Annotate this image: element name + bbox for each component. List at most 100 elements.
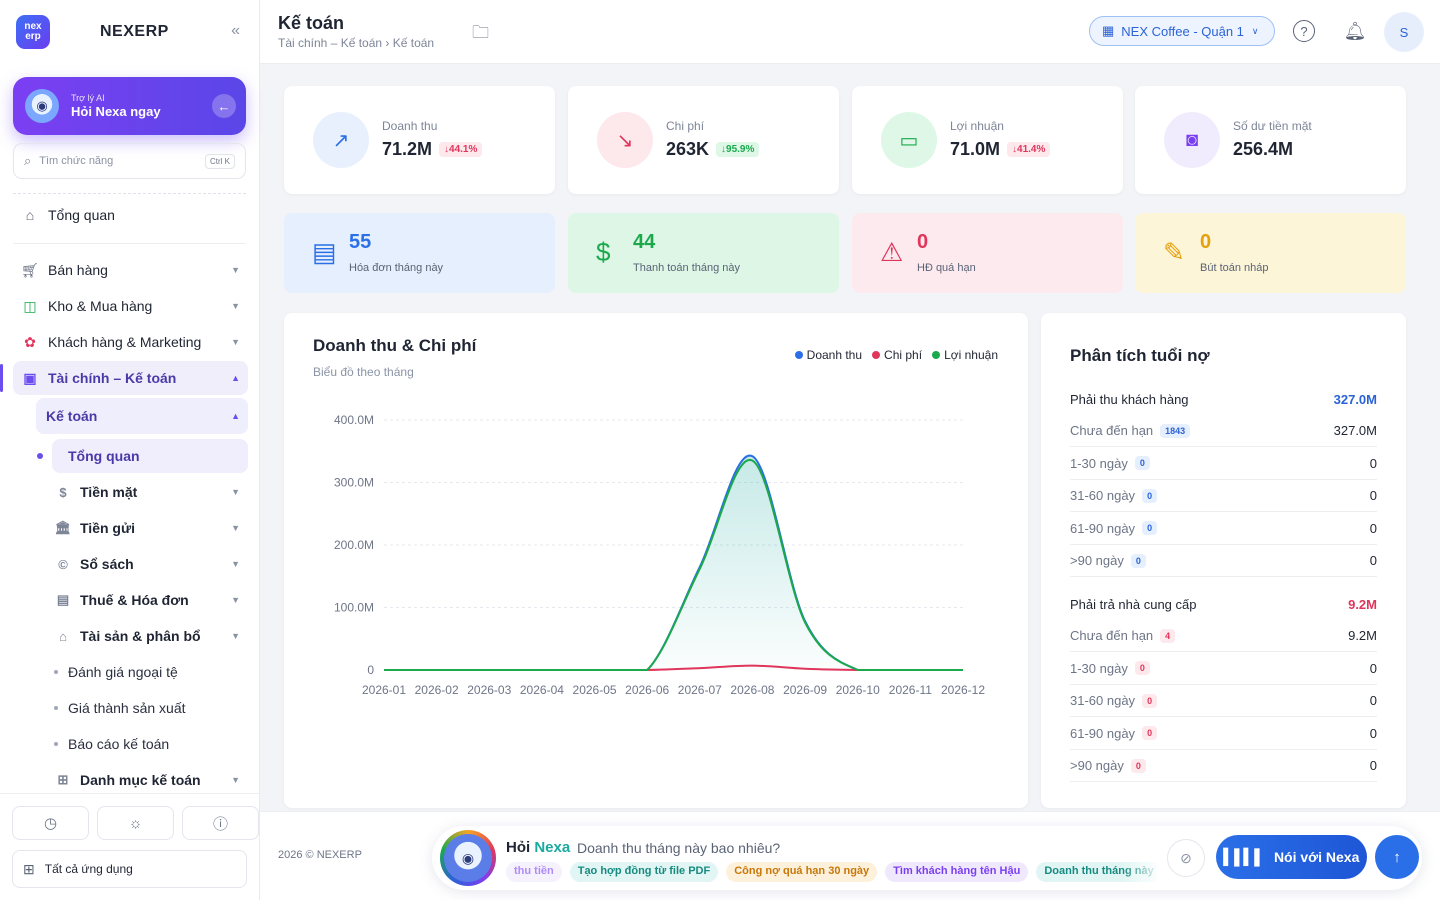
bullet-icon (54, 742, 58, 746)
aging-row-label: 31-60 ngày (1070, 693, 1136, 708)
x-tick-label: 2026-11 (889, 683, 932, 697)
aging-row-label: Phải trả nhà cung cấp (1070, 596, 1197, 612)
active-indicator (0, 364, 3, 392)
aging-count-badge: 0 (1142, 726, 1158, 740)
theme-button[interactable]: ☼ (97, 806, 174, 840)
nexa-avatar[interactable]: ◉ (440, 830, 496, 886)
feature-search[interactable]: ⌕ Ctrl K (13, 143, 246, 179)
chart-title: Doanh thu & Chi phí (313, 336, 477, 355)
tile-payments[interactable]: $ 44 Thanh toán tháng này (568, 213, 839, 293)
sidebar-item-overview[interactable]: ⌂ Tổng quan (13, 198, 248, 232)
tile-caption: Hóa đơn tháng này (349, 262, 444, 274)
ask-question[interactable]: Doanh thu tháng này bao nhiêu? (577, 840, 781, 856)
collapse-sidebar-icon[interactable]: « (231, 22, 240, 39)
aging-row: Chưa đến hạn 1843 327.0M (1070, 415, 1377, 447)
folder-icon[interactable]: 🗀 (472, 23, 489, 42)
ai-assistant-card[interactable]: ◉ Trợ lý AI Hỏi Nexa ngay ← (13, 77, 246, 135)
brand[interactable]: nex erp NEXERP « (16, 15, 248, 49)
breadcrumb[interactable]: Tài chính – Kế toán › Kế toán (278, 36, 435, 50)
legend-item[interactable]: Lợi nhuận (932, 348, 998, 362)
user-avatar[interactable]: S (1384, 12, 1424, 52)
attach-button[interactable]: ⊘ (1167, 839, 1205, 877)
sidebar-item-assets[interactable]: ⌂ Tài sản & phân bổ ▼ (50, 619, 248, 653)
sidebar-item-accounting[interactable]: Kế toán ▲ (36, 398, 248, 434)
sidebar-item-books[interactable]: © Sổ sách ▼ (50, 547, 248, 581)
sidebar-item-warehouse[interactable]: ◫ Kho & Mua hàng ▼ (13, 289, 248, 323)
search-input[interactable] (39, 155, 180, 167)
suggestion-chip[interactable]: Tìm khách hàng tên Hậu (885, 862, 1029, 882)
sidebar-item-accounting-overview[interactable]: Tổng quan (52, 439, 248, 473)
top-header: Kế toán Tài chính – Kế toán › Kế toán 🗀 … (260, 0, 1440, 64)
sidebar-item-label: Kho & Mua hàng (48, 298, 153, 314)
aging-row-label: 61-90 ngày (1070, 725, 1136, 741)
all-apps-button[interactable]: ⊞ Tất cả ứng dụng (12, 850, 247, 888)
suggestion-chip[interactable]: Tạo hợp đồng từ file PDF (569, 862, 719, 882)
legend-dot (794, 351, 803, 359)
aging-row-label: 1-30 ngày (1070, 455, 1128, 471)
tile-overdue[interactable]: ⚠ 0 HĐ quá hạn (852, 213, 1123, 293)
stat-card-cash[interactable]: ◙ Số dư tiền mặt 256.4M (1135, 86, 1406, 194)
y-tick-label: 200.0M (334, 538, 374, 552)
talk-label: Nói với Nexa (1273, 849, 1360, 865)
sidebar-item-finance[interactable]: ▣ Tài chính – Kế toán ▲ (13, 361, 248, 395)
aging-row-label: 1-30 ngày (1070, 660, 1128, 676)
sidebar-item-label: Báo cáo kế toán (68, 736, 170, 752)
x-tick-label: 2026-01 (362, 683, 406, 697)
aging-row-label: >90 ngày (1070, 758, 1124, 773)
sidebar-item-cash[interactable]: $ Tiền mặt ▼ (50, 475, 248, 509)
bag-icon: ◫ (23, 297, 37, 314)
ask-label: Hỏi Nexa (506, 839, 570, 856)
bell-icon[interactable]: 🔔︎ (1343, 20, 1367, 41)
history-button[interactable]: ◷ (12, 806, 89, 840)
sidebar-item-fx[interactable]: Đánh giá ngoại tệ (54, 655, 178, 689)
stat-card-expense[interactable]: ↘ Chi phí 263K ↓95.9% (568, 86, 839, 194)
sidebar-item-sales[interactable]: 🛒︎ Bán hàng ▼ (13, 253, 248, 287)
sidebar-item-catalog[interactable]: ⊞ Danh mục kế toán ▼ (50, 763, 248, 797)
aging-amount: 0 (1369, 725, 1377, 741)
bullet-icon (54, 706, 58, 710)
series-line-2 (384, 459, 963, 671)
branch-selector[interactable]: ▦ NEX Coffee - Quận 1 ∨ (1089, 16, 1275, 46)
aging-count-badge: 0 (1134, 661, 1150, 675)
aging-count-badge: 4 (1160, 628, 1176, 643)
legend-label: Lợi nhuận (944, 348, 998, 362)
tile-invoices[interactable]: ▤ 55 Hóa đơn tháng này (284, 213, 555, 293)
paperclip-icon: ⊘ (1180, 849, 1192, 866)
sidebar-item-reports[interactable]: Báo cáo kế toán (54, 727, 169, 761)
copyright: 2026 © NEXERP (278, 849, 362, 861)
legend-item[interactable]: Doanh thu (794, 348, 862, 362)
report-issue-button[interactable]: ⓘ (182, 806, 259, 840)
aging-amount: 0 (1369, 488, 1377, 503)
aging-count-badge: 0 (1142, 488, 1158, 503)
sidebar-item-deposit[interactable]: 🏛︎ Tiền gửi ▼ (50, 511, 248, 545)
send-button[interactable]: ↑ (1375, 835, 1419, 879)
stat-value: 71.0M (950, 139, 1001, 159)
stat-label: Doanh thu (382, 119, 438, 133)
suggestion-chip[interactable]: Công nợ quá hạn 30 ngày (726, 862, 878, 882)
tile-number: 0 (1200, 231, 1212, 253)
aging-amount: 0 (1369, 455, 1377, 471)
ask-nexa-bar[interactable]: ◉ Hỏi Nexa Doanh thu tháng này bao nhiêu… (432, 826, 1422, 890)
sidebar-item-cost[interactable]: Giá thành sản xuất (54, 691, 186, 725)
stat-card-profit[interactable]: ▭ Lợi nhuận 71.0M ↓41.4% (852, 86, 1123, 194)
edit-icon: ✎ (1163, 237, 1185, 267)
ledger-icon: © (58, 556, 68, 572)
arrow-up-icon: ↑ (1393, 848, 1401, 866)
legend-item[interactable]: Chi phí (872, 348, 922, 362)
alert-icon: ⓘ (212, 815, 228, 833)
trend-down-icon: ↘ (597, 112, 653, 168)
aging-row-label: 31-60 ngày (1070, 488, 1136, 503)
suggestion-chip[interactable]: thu tiền (506, 862, 562, 882)
tile-drafts[interactable]: ✎ 0 Bút toán nháp (1135, 213, 1406, 293)
sidebar-item-customers[interactable]: ✿ Khách hàng & Marketing ▼ (13, 325, 248, 359)
chevron-down-icon: ∨ (1251, 25, 1259, 36)
aging-row: 1-30 ngày 0 0 (1070, 448, 1377, 480)
stat-card-revenue[interactable]: ↗ Doanh thu 71.2M ↓44.1% (284, 86, 555, 194)
revenue-area (384, 455, 963, 670)
calculator-icon: ▣ (23, 369, 37, 386)
help-icon[interactable]: ? (1293, 20, 1315, 42)
talk-to-nexa-button[interactable]: ▍▌▍▌ Nói với Nexa (1216, 835, 1367, 879)
arrow-left-icon[interactable]: ← (212, 94, 236, 118)
sidebar-item-tax[interactable]: ▤ Thuế & Hóa đơn ▼ (50, 583, 248, 617)
users-icon: ✿ (24, 333, 36, 350)
